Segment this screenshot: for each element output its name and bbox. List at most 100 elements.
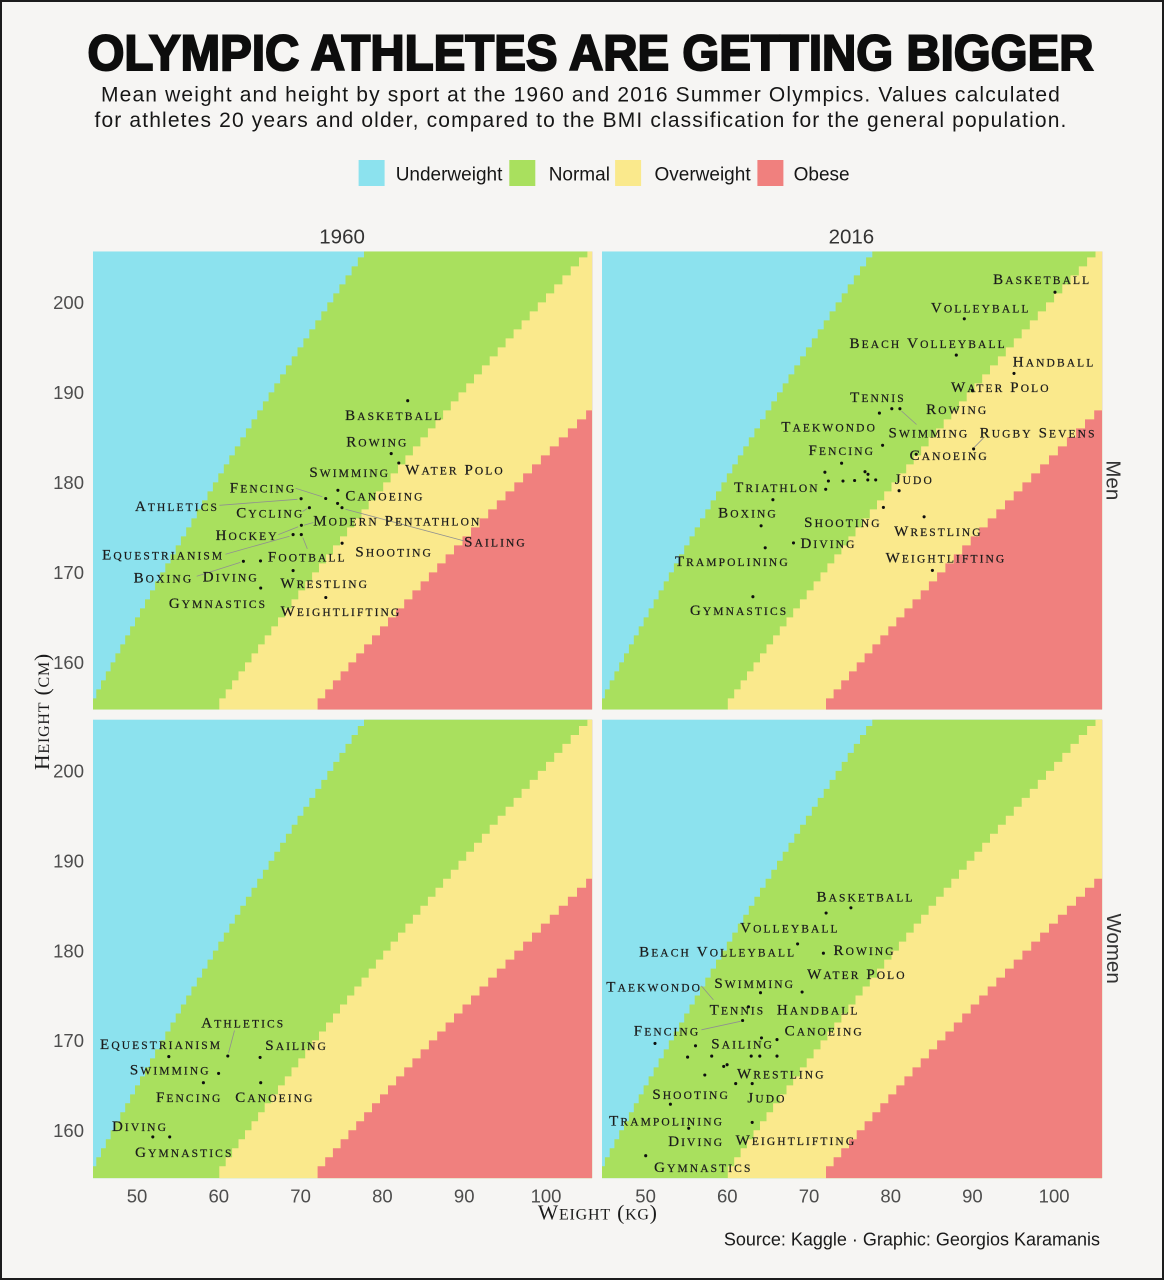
svg-text:160: 160 [53,1120,84,1141]
svg-text:60: 60 [717,1185,738,1206]
svg-text:SAILING: SAILING [464,535,527,551]
svg-text:Normal: Normal [549,165,610,186]
svg-text:70: 70 [290,1185,311,1206]
svg-text:ROWING: ROWING [833,943,895,959]
svg-text:DIVING: DIVING [800,536,856,552]
svg-text:50: 50 [635,1185,656,1206]
svg-text:170: 170 [53,1030,84,1051]
svg-text:RUGBY SEVENS: RUGBY SEVENS [980,426,1097,442]
svg-text:CANOEING: CANOEING [345,488,424,504]
svg-text:50: 50 [127,1185,148,1206]
svg-text:70: 70 [799,1185,820,1206]
svg-text:GYMNASTICS: GYMNASTICS [654,1160,752,1176]
svg-text:GYMNASTICS: GYMNASTICS [135,1145,233,1161]
svg-text:170: 170 [53,562,84,583]
svg-text:ROWING: ROWING [346,434,408,450]
svg-text:DIVING: DIVING [203,569,259,585]
svg-text:GYMNASTICS: GYMNASTICS [690,603,788,619]
svg-text:SHOOTING: SHOOTING [652,1087,730,1103]
svg-text:TRIATHLON: TRIATHLON [734,480,820,496]
svg-text:FENCING: FENCING [156,1090,223,1106]
svg-text:180: 180 [53,940,84,961]
svg-text:WEIGHTLIFTING: WEIGHTLIFTING [281,604,402,620]
svg-text:FOOTBALL: FOOTBALL [268,549,347,565]
svg-text:JUDO: JUDO [747,1090,786,1106]
svg-text:60: 60 [209,1185,230,1206]
svg-text:100: 100 [531,1185,562,1206]
svg-text:OLYMPIC ATHLETES ARE GETTING B: OLYMPIC ATHLETES ARE GETTING BIGGER [88,25,1094,81]
svg-text:WEIGHTLIFTING: WEIGHTLIFTING [886,551,1007,567]
svg-text:100: 100 [1039,1185,1070,1206]
svg-text:BEACH VOLLEYBALL: BEACH VOLLEYBALL [639,945,796,961]
svg-text:WRESTLING: WRESTLING [737,1066,826,1082]
svg-text:SHOOTING: SHOOTING [804,515,882,531]
svg-text:HOCKEY: HOCKEY [216,528,279,544]
svg-text:Men: Men [1101,460,1124,500]
svg-text:HEIGHT (CM): HEIGHT (CM) [30,653,54,770]
svg-text:Mean weight and height by spor: Mean weight and height by sport at the 1… [101,83,1061,106]
svg-text:ATHLETICS: ATHLETICS [135,499,219,515]
svg-text:TRAMPOLINING: TRAMPOLINING [609,1113,724,1129]
svg-text:CYCLING: CYCLING [236,506,304,522]
svg-text:HANDBALL: HANDBALL [777,1003,860,1019]
svg-text:MODERN PENTATHLON: MODERN PENTATHLON [313,514,481,530]
svg-text:BEACH VOLLEYBALL: BEACH VOLLEYBALL [849,336,1006,352]
svg-text:190: 190 [53,851,84,872]
svg-text:BASKETBALL: BASKETBALL [993,272,1091,288]
svg-text:HANDBALL: HANDBALL [1013,355,1096,371]
svg-text:FENCING: FENCING [634,1023,701,1039]
svg-text:BOXING: BOXING [134,571,194,587]
svg-text:160: 160 [53,652,84,673]
svg-text:DIVING: DIVING [112,1119,168,1135]
svg-text:FENCING: FENCING [230,480,297,496]
svg-text:TAEKWONDO: TAEKWONDO [606,979,702,995]
svg-text:Source: Kaggle · Graphic: Geor: Source: Kaggle · Graphic: Georgios Karam… [724,1229,1100,1249]
svg-text:SAILING: SAILING [711,1036,774,1052]
svg-text:CANOEING: CANOEING [910,448,989,464]
svg-text:JUDO: JUDO [895,472,934,488]
svg-text:VOLLEYBALL: VOLLEYBALL [740,921,840,937]
svg-text:WATER POLO: WATER POLO [951,380,1051,396]
svg-text:VOLLEYBALL: VOLLEYBALL [931,301,1031,317]
svg-text:WATER POLO: WATER POLO [807,967,907,983]
svg-text:SWIMMING: SWIMMING [889,426,970,442]
svg-text:DIVING: DIVING [668,1134,724,1150]
svg-text:90: 90 [454,1185,475,1206]
svg-text:200: 200 [53,292,84,313]
svg-text:190: 190 [53,382,84,403]
svg-text:TENNIS: TENNIS [710,1003,766,1019]
svg-text:80: 80 [372,1185,393,1206]
svg-text:90: 90 [962,1185,983,1206]
svg-text:180: 180 [53,472,84,493]
svg-text:WRESTLING: WRESTLING [894,524,983,540]
svg-text:CANOEING: CANOEING [235,1090,314,1106]
svg-text:Overweight: Overweight [655,165,752,186]
svg-text:TRAMPOLINING: TRAMPOLINING [675,554,790,570]
svg-text:WRESTLING: WRESTLING [280,576,369,592]
svg-text:SWIMMING: SWIMMING [309,465,390,481]
svg-text:SWIMMING: SWIMMING [714,976,795,992]
svg-text:ROWING: ROWING [926,402,988,418]
svg-text:1960: 1960 [319,226,365,249]
svg-text:BASKETBALL: BASKETBALL [345,408,443,424]
svg-text:2016: 2016 [829,226,875,249]
svg-text:80: 80 [880,1185,901,1206]
svg-text:CANOEING: CANOEING [785,1023,864,1039]
svg-text:ATHLETICS: ATHLETICS [201,1015,285,1031]
svg-text:200: 200 [53,761,84,782]
svg-text:FENCING: FENCING [809,443,876,459]
svg-text:SAILING: SAILING [265,1038,328,1054]
svg-text:Obese: Obese [794,165,850,186]
svg-text:WEIGHTLIFTING: WEIGHTLIFTING [736,1133,857,1149]
svg-text:WEIGHT (KG): WEIGHT (KG) [538,1201,658,1225]
svg-text:EQUESTRIANISM: EQUESTRIANISM [102,548,224,564]
svg-text:SWIMMING: SWIMMING [130,1063,211,1079]
svg-text:Women: Women [1102,913,1125,983]
svg-text:for athletes 20 years and olde: for athletes 20 years and older, compare… [94,109,1067,132]
svg-text:EQUESTRIANISM: EQUESTRIANISM [100,1037,222,1053]
svg-text:BASKETBALL: BASKETBALL [816,890,914,906]
svg-text:WATER POLO: WATER POLO [405,463,505,479]
svg-text:GYMNASTICS: GYMNASTICS [169,596,267,612]
svg-text:TENNIS: TENNIS [850,390,906,406]
svg-text:SHOOTING: SHOOTING [355,545,433,561]
